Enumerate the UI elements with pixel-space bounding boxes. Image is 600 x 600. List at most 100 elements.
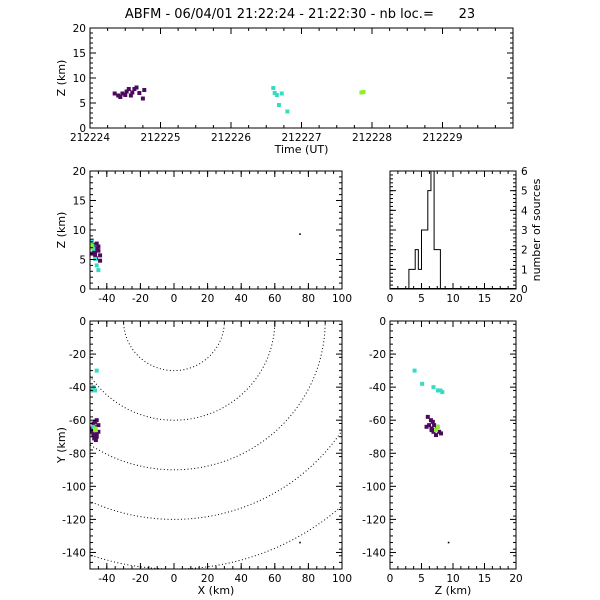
histogram-bar	[425, 230, 428, 289]
histogram-bar	[409, 269, 412, 289]
data-point	[123, 93, 128, 97]
data-point	[98, 258, 103, 263]
x-tick-label: -20	[132, 573, 149, 585]
panel-plan-view: -40 -20 0 20 40 60 80 100 -140 -120 -100 -80 -60 -40 -…	[55, 316, 352, 597]
y-tick-label: -140	[62, 547, 86, 559]
y-tick-label: -100	[362, 481, 386, 493]
figure-title: ABFM - 06/04/01 21:22:24 - 21:22:30 - nb…	[125, 7, 475, 22]
x-tick-label: 40	[235, 293, 248, 305]
data-point	[412, 368, 417, 373]
x-tick-label: 0	[171, 293, 178, 305]
x-tick-label: 80	[302, 573, 315, 585]
range-ring	[123, 321, 225, 372]
x-tick-label: 0	[387, 293, 394, 305]
data-point	[93, 252, 98, 257]
plot-frame	[389, 320, 517, 570]
y-tick-label: 15	[73, 48, 86, 60]
data-point	[429, 426, 434, 431]
x-tick-label: 40	[235, 573, 248, 585]
data-point	[124, 89, 129, 94]
data-point	[96, 423, 101, 428]
x-axis-label: X (km)	[198, 584, 235, 597]
x-tick-label: -40	[98, 293, 115, 305]
histogram-bar	[437, 250, 440, 289]
y-tick-label: 5	[521, 186, 528, 198]
data-point	[137, 91, 142, 95]
data-point	[93, 419, 98, 424]
x-tick-label: 212225	[140, 132, 180, 144]
x-tick-label: 0	[387, 573, 394, 585]
data-point	[299, 541, 301, 544]
data-point	[93, 388, 98, 393]
data-point	[430, 419, 435, 424]
data-point	[128, 93, 133, 98]
y-tick-label: 4	[521, 205, 528, 217]
data-point	[93, 428, 98, 433]
data-point	[433, 428, 438, 433]
y-tick-label: 1	[521, 264, 528, 276]
y-tick-label: -120	[362, 514, 386, 526]
data-point	[132, 87, 137, 91]
data-point	[432, 423, 437, 428]
y-tick-label: -20	[369, 349, 386, 361]
data-point	[440, 390, 445, 395]
x-tick-label: 60	[268, 573, 281, 585]
x-axis-label: Z (km)	[435, 584, 472, 597]
data-point	[425, 414, 430, 419]
y-axis-label: number of sources	[530, 178, 543, 281]
x-tick-label: 212224	[70, 132, 110, 144]
data-point	[142, 88, 147, 92]
plot-area	[412, 368, 450, 544]
data-point	[433, 433, 438, 438]
data-point	[116, 93, 121, 98]
y-axis-label: Y (km)	[55, 427, 68, 464]
data-point	[93, 250, 98, 255]
data-point	[94, 368, 99, 373]
data-point	[112, 91, 117, 96]
data-point	[96, 248, 101, 253]
y-axis-label: Z (km)	[55, 60, 68, 97]
x-tick-label: 5	[418, 293, 425, 305]
panel-time-height: 212224 212225 212226 212227 212228 212229 0 5 10…	[55, 23, 514, 156]
x-tick-label: 15	[478, 293, 491, 305]
y-tick-label: 3	[521, 225, 528, 237]
y-tick-label: 2	[521, 245, 528, 257]
x-tick-label: 5	[418, 573, 425, 585]
y-tick-label: 20	[73, 23, 86, 35]
y-tick-label: 0	[79, 284, 86, 296]
x-tick-label: 100	[332, 293, 352, 305]
x-tick-label: 20	[509, 293, 522, 305]
range-ring	[90, 321, 276, 421]
y-tick-label: -80	[69, 448, 86, 460]
data-point	[98, 253, 103, 258]
data-point	[140, 96, 145, 101]
panel-x-height: -40 -20 0 20 40 60 80 100 0 5 10 15 20 Z (km)	[55, 166, 352, 305]
data-point	[94, 241, 99, 246]
x-tick-label: 212227	[281, 132, 321, 144]
x-tick-label: -20	[132, 293, 149, 305]
data-point	[439, 431, 444, 436]
plot-frame	[89, 320, 343, 570]
data-point	[96, 268, 101, 273]
x-tick-label: 20	[509, 573, 522, 585]
y-tick-label: 0	[521, 284, 528, 296]
x-tick-label: -40	[98, 573, 115, 585]
y-tick-label: -40	[369, 382, 386, 394]
data-point	[90, 429, 95, 434]
y-tick-label: -60	[69, 415, 86, 427]
data-point	[93, 438, 98, 443]
data-point	[431, 429, 436, 434]
data-point	[96, 429, 101, 434]
y-tick-label: -120	[62, 514, 86, 526]
y-tick-label: -140	[362, 547, 386, 559]
data-point	[431, 385, 436, 390]
y-tick-label: 0	[379, 316, 386, 328]
data-point	[361, 90, 366, 94]
data-point	[279, 91, 284, 96]
y-tick-label: 10	[73, 73, 86, 85]
histogram-step	[408, 171, 444, 289]
data-point	[134, 85, 139, 90]
plot-frame	[89, 27, 514, 129]
range-ring	[90, 321, 326, 471]
